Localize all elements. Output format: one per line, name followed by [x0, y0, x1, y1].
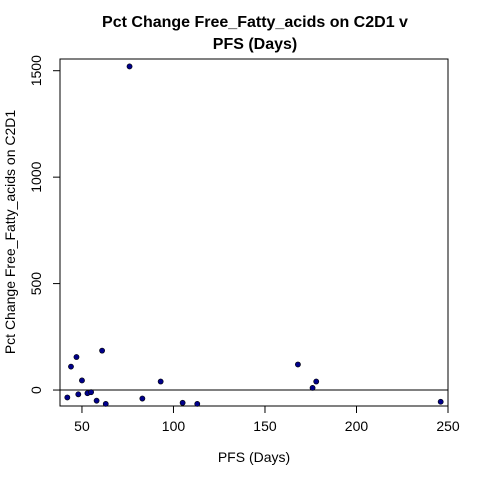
x-tick-label: 100 [162, 418, 186, 434]
x-axis-label: PFS (Days) [218, 449, 290, 465]
data-point [88, 389, 95, 396]
data-point [102, 400, 109, 407]
data-point [93, 397, 100, 404]
y-tick-label: 500 [28, 272, 44, 296]
x-tick-label: 50 [74, 418, 90, 434]
y-tick-label: 0 [28, 386, 44, 394]
data-point [295, 361, 301, 368]
data-point [179, 399, 186, 406]
data-points [64, 63, 444, 407]
data-point [157, 378, 164, 385]
y-axis-label: Pct Change Free_Fatty_acids on C2D1 [2, 110, 18, 355]
data-point [139, 395, 146, 402]
data-point [313, 378, 320, 385]
y-tick-label: 1000 [28, 161, 44, 192]
data-point [437, 398, 444, 405]
data-point [73, 354, 80, 360]
data-point [68, 363, 74, 370]
data-point [126, 63, 133, 70]
plot-frame [59, 58, 449, 407]
data-point [99, 347, 105, 354]
data-point [75, 391, 82, 398]
y-axis: 0 500 1000 1500 [28, 55, 61, 394]
x-tick-label: 200 [345, 418, 369, 434]
x-tick-label: 150 [253, 418, 277, 434]
data-point [309, 385, 316, 391]
y-tick-label: 1500 [28, 55, 44, 86]
data-point [79, 377, 85, 384]
chart-title-line-1: Pct Change Free_Fatty_acids on C2D1 v [102, 14, 408, 31]
x-tick-label: 250 [436, 418, 460, 434]
data-point [194, 400, 201, 407]
x-axis: 50 100 150 200 250 [74, 405, 460, 434]
data-point [64, 394, 71, 401]
chart-title-line-2: PFS (Days) [213, 36, 297, 53]
